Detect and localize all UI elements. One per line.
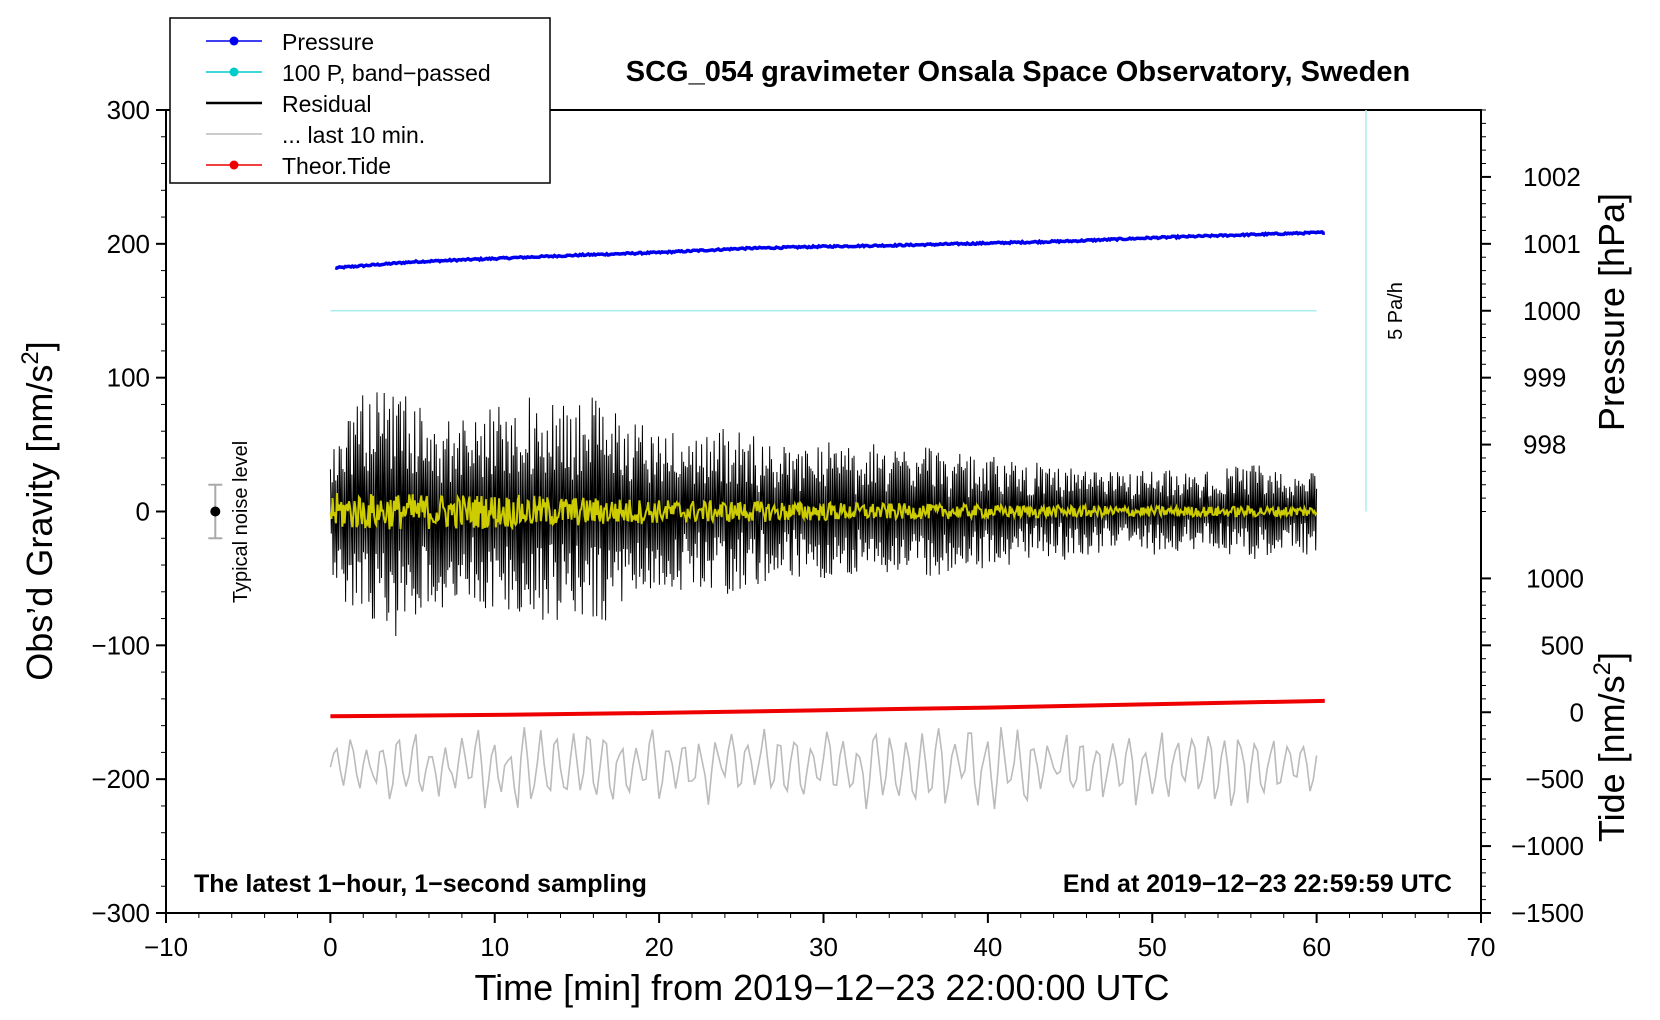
- legend: Pressure 100 P, band−passed Residual ... la…: [169, 17, 551, 184]
- tide-axis-label-text: Tide [nm/s: [1591, 675, 1632, 842]
- y-tick-label: 0: [136, 497, 150, 527]
- legend-marker: [229, 67, 239, 77]
- y-axis-label-text: Obs’d Gravity [nm/s: [19, 365, 60, 681]
- legend-label: 100 P, band−passed: [282, 60, 491, 86]
- y-tick-label: 300: [107, 95, 150, 125]
- tide-tick-label: −1000: [1511, 831, 1584, 861]
- y-tick-label: −100: [91, 630, 150, 660]
- legend-label: Pressure: [282, 29, 374, 55]
- y-tick-label: −200: [91, 764, 150, 794]
- y-tick-label: −300: [91, 898, 150, 928]
- series-last-10-min: [329, 727, 1318, 810]
- bottom-right-note: End at 2019−12−23 22:59:59 UTC: [1063, 870, 1452, 898]
- tide-tick-label: −1500: [1511, 898, 1584, 928]
- legend-label: ... last 10 min.: [282, 122, 425, 148]
- y-tick-label: 100: [107, 363, 150, 393]
- legend-box: [169, 17, 551, 184]
- tide-tick-label: 0: [1570, 697, 1584, 727]
- tide-axis-label-close: ]: [1591, 652, 1632, 662]
- series-pressure: [334, 230, 1325, 270]
- pressure-axis-label: Pressure [hPa]: [1591, 193, 1632, 431]
- series-filtered-residual: [329, 492, 1318, 531]
- legend-marker: [229, 36, 239, 46]
- x-tick-label: 50: [1138, 932, 1167, 962]
- series-layer: [208, 110, 1367, 810]
- pressure-tick-label: 1002: [1523, 162, 1581, 192]
- x-tick-label: 0: [323, 932, 337, 962]
- pressure-tick-label: 1000: [1523, 296, 1581, 326]
- legend-label: Residual: [282, 91, 372, 117]
- x-tick-label: −10: [144, 932, 188, 962]
- tide-tick-label: 500: [1541, 630, 1584, 660]
- x-tick-label: 10: [480, 932, 509, 962]
- scale-bar-label: 5 Pa/h: [1385, 282, 1407, 340]
- x-tick-label: 60: [1302, 932, 1331, 962]
- pressure-tick-label: 998: [1523, 430, 1566, 460]
- chart-title: SCG_054 gravimeter Onsala Space Observat…: [626, 56, 1410, 88]
- x-tick-label: 70: [1467, 932, 1496, 962]
- y-axis-label-superscript: 2: [17, 351, 44, 364]
- y-tick-label: 200: [107, 229, 150, 259]
- tide-tick-label: 1000: [1526, 563, 1584, 593]
- noise-level-label: Typical noise level: [230, 441, 252, 603]
- series-theoretical-tide: [330, 698, 1325, 719]
- x-tick-label: 40: [973, 932, 1002, 962]
- y-axis-label: Obs’d Gravity [nm/s2]: [17, 341, 60, 680]
- pressure-tick-label: 1001: [1523, 229, 1581, 259]
- x-axis-label: Time [min] from 2019−12−23 22:00:00 UTC: [474, 967, 1169, 1008]
- tide-tick-label: −500: [1525, 764, 1584, 794]
- y-axis-label-close: ]: [19, 341, 60, 351]
- tide-axis-label: Tide [nm/s2]: [1589, 652, 1632, 842]
- pressure-tick-label: 999: [1523, 363, 1566, 393]
- x-tick-label: 20: [645, 932, 674, 962]
- legend-label: Theor.Tide: [282, 153, 391, 179]
- noise-marker: [210, 506, 221, 517]
- bottom-left-note: The latest 1−hour, 1−second sampling: [194, 870, 647, 898]
- x-tick-label: 30: [809, 932, 838, 962]
- legend-marker: [229, 160, 239, 170]
- axes-layer: −10 0 10 20 30 40 50 60 703002001000−100−200−300…: [91, 95, 1584, 962]
- tide-axis-label-superscript: 2: [1589, 662, 1616, 675]
